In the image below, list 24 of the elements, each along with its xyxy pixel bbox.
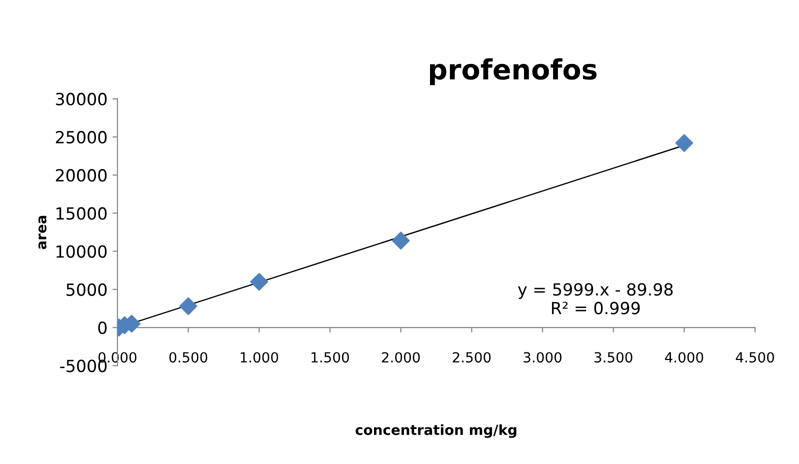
y-tick-label: 0 [98,321,107,334]
y-tick-label: 10000 [56,245,107,258]
x-tick-label: 1.500 [312,352,349,363]
x-tick-label: 3.000 [524,352,562,363]
chart-title: profenofos [430,58,597,86]
x-tick-label: 3.500 [594,352,632,363]
point [250,272,268,291]
x-tick-label: 2.500 [452,352,491,363]
x-tick-label: 0.500 [169,352,208,363]
point [675,134,694,152]
y-tick-label: 20000 [56,169,107,182]
y-axis-title: area [38,216,46,250]
point [392,232,410,250]
y-tick-label: 25000 [56,130,107,144]
x-tick-label: 1.000 [240,352,278,363]
x-axis-title: concentration mg/kg [356,424,516,438]
annotation: y = 5999.x - 89.98 R² = 0.999 [518,283,673,314]
x-tick-label: 4.500 [736,352,774,363]
y-tick-label: 5000 [66,283,107,296]
y-tick-label: 15000 [56,207,107,220]
x-tick-label: 2.000 [382,352,420,363]
x-tick-label: 4.000 [665,352,704,363]
y-tick-label: 30000 [56,92,107,106]
point [179,297,198,316]
